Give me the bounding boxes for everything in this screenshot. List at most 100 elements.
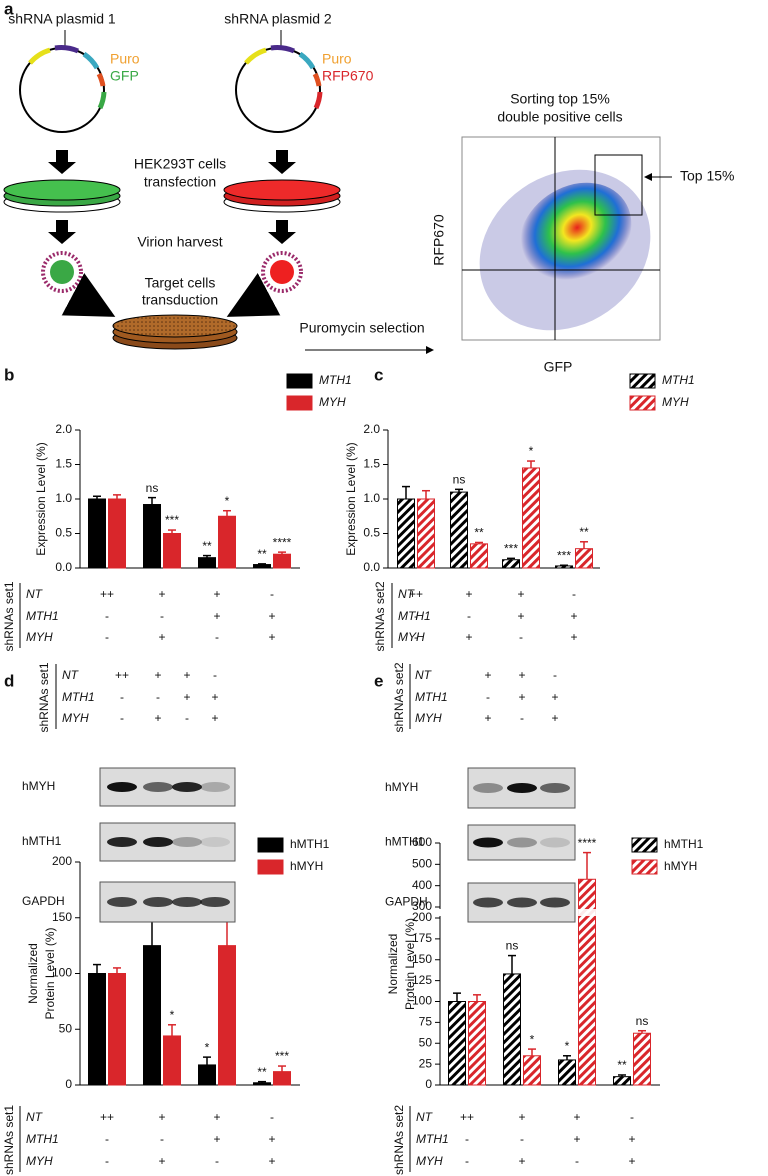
significance: ns [146, 481, 159, 495]
set-label: shRNAs set2 [392, 1105, 406, 1175]
error-bar [618, 1074, 626, 1077]
bar [108, 973, 126, 1086]
row-label: MYH [415, 711, 442, 725]
step-label: Virion harvest [137, 234, 222, 250]
band [540, 837, 570, 848]
row-label: NT [416, 1110, 434, 1124]
y-tick-label: 1.0 [363, 491, 380, 505]
condition-sign: ++ [115, 668, 129, 682]
y-tick-label: 500 [412, 857, 432, 871]
significance: ns [636, 1014, 649, 1028]
significance: ** [202, 539, 212, 553]
row-label: MYH [26, 1154, 53, 1168]
band [143, 897, 173, 907]
error-bar [528, 1048, 536, 1056]
band [107, 782, 137, 792]
blot-label: hMTH1 [22, 834, 62, 848]
step-label: transfection [144, 174, 216, 190]
condition-sign: - [467, 609, 471, 623]
bar [88, 973, 106, 1086]
plasmid-2: shRNA plasmid 2 Puro RFP670 [224, 11, 374, 133]
significance: *** [504, 542, 518, 556]
condition-sign: - [156, 690, 160, 704]
set-label: shRNAs set1 [2, 1105, 16, 1175]
condition-sign: - [105, 1154, 109, 1168]
y-tick-label: 200 [412, 910, 432, 924]
marker-label: Puro [322, 51, 352, 67]
condition-sign: - [185, 711, 189, 725]
bar [198, 1064, 216, 1086]
row-label: NT [398, 587, 416, 601]
row-label: MYH [62, 711, 89, 725]
condition-sign: - [572, 587, 576, 601]
significance: ** [579, 525, 589, 539]
band [200, 837, 230, 847]
y-tick-label: 600 [412, 835, 432, 849]
condition-sign: - [465, 1132, 469, 1146]
panel-letter: b [4, 365, 14, 384]
segment [244, 47, 267, 65]
y-axis-label: Expression Level (%) [34, 442, 48, 555]
condition-sign: - [270, 587, 274, 601]
significance: * [529, 444, 534, 458]
condition-sign: - [414, 609, 418, 623]
blot-label: hMTH1 [385, 835, 425, 849]
significance: * [225, 494, 230, 508]
step-label: Puromycin selection [299, 320, 424, 336]
blot-label: GAPDH [385, 895, 428, 909]
y-tick-label: 0.5 [55, 526, 72, 540]
condition-sign: + [158, 1110, 165, 1124]
set-label: shRNAs set1 [2, 581, 16, 651]
condition-sign: + [551, 690, 558, 704]
significance: ** [474, 526, 484, 540]
condition-sign: ++ [409, 587, 423, 601]
blot-label: GAPDH [22, 894, 65, 908]
y-tick-label: 75 [419, 1015, 433, 1029]
condition-sign: - [575, 1154, 579, 1168]
error-bar [453, 992, 461, 1002]
step-label: transduction [142, 292, 218, 308]
bar [448, 1001, 466, 1086]
error-bar [93, 495, 101, 499]
legend-label: hMYH [290, 859, 323, 873]
panel-letter: a [4, 0, 14, 18]
error-bar [278, 551, 286, 555]
bar [558, 1059, 576, 1086]
significance: *** [275, 1049, 289, 1063]
condition-sign: + [213, 609, 220, 623]
panel-letter: e [374, 671, 383, 690]
bar [218, 945, 236, 1086]
y-tick-label: 200 [52, 854, 72, 868]
bar [613, 1076, 631, 1086]
condition-sign: ++ [460, 1110, 474, 1124]
bar [575, 548, 593, 569]
error-bar [203, 1056, 211, 1065]
legend-swatch [631, 837, 658, 853]
error-bar [475, 541, 483, 544]
y-tick-label: 125 [412, 973, 432, 987]
significance: **** [273, 535, 292, 549]
bar [253, 1082, 271, 1086]
bar [555, 565, 573, 569]
error-bar [473, 994, 481, 1002]
significance: * [205, 1040, 210, 1054]
condition-sign: + [570, 630, 577, 644]
condition-sign: - [160, 1132, 164, 1146]
panel-letter: d [4, 671, 14, 690]
dish [223, 179, 341, 201]
band [107, 837, 137, 847]
set-label: shRNAs set1 [37, 662, 51, 732]
band [507, 783, 537, 793]
legend-label: MTH1 [662, 373, 695, 387]
condition-sign: - [520, 1132, 524, 1146]
arrow [61, 273, 116, 317]
condition-sign: + [628, 1132, 635, 1146]
segment [313, 91, 323, 110]
condition-sign: + [211, 711, 218, 725]
condition-sign: + [518, 1154, 525, 1168]
legend-swatch [286, 395, 313, 411]
condition-sign: + [484, 711, 491, 725]
bar [108, 498, 126, 569]
arrow [226, 273, 281, 317]
condition-sign: + [268, 1154, 275, 1168]
